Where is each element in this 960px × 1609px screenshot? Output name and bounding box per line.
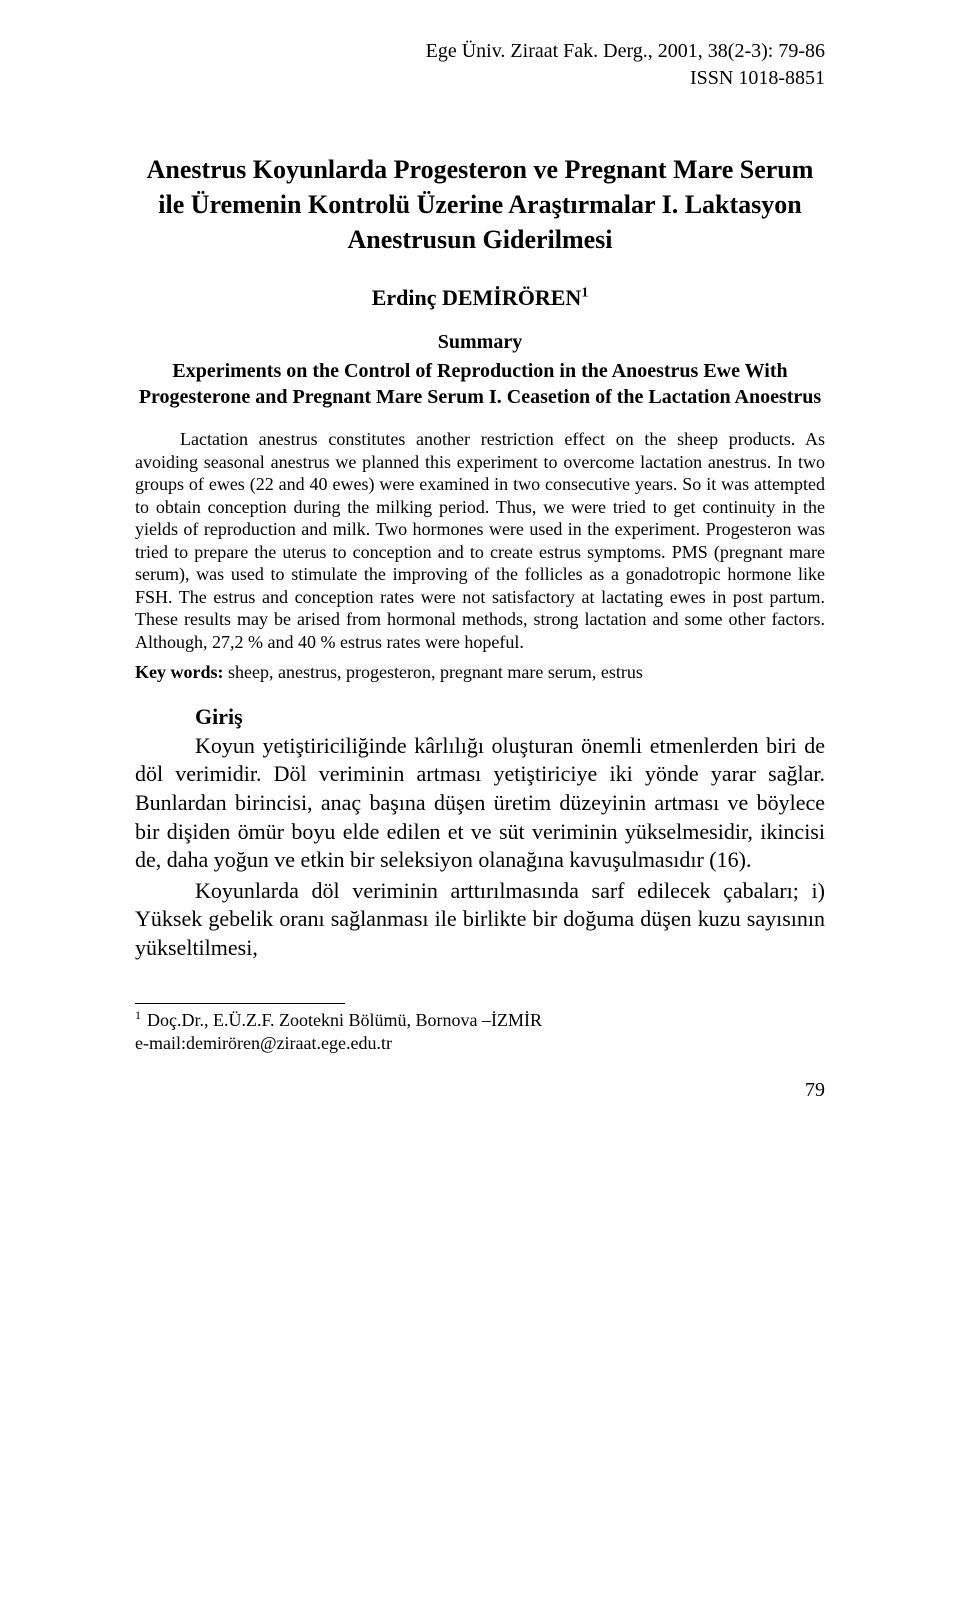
body-p2-text: Koyunlarda döl veriminin arttırılmasında… bbox=[135, 878, 825, 960]
footnote-line1: Doç.Dr., E.Ü.Z.F. Zootekni Bölümü, Borno… bbox=[147, 1010, 542, 1030]
author-name: Erdinç DEMİRÖREN bbox=[372, 285, 582, 310]
section-heading-giris: Giriş bbox=[195, 704, 825, 730]
summary-subtitle: Experiments on the Control of Reproducti… bbox=[135, 358, 825, 410]
keywords-line: Key words: sheep, anestrus, progesteron,… bbox=[135, 661, 825, 684]
journal-citation: Ege Üniv. Ziraat Fak. Derg., 2001, 38(2-… bbox=[135, 38, 825, 65]
keywords-text: sheep, anestrus, progesteron, pregnant m… bbox=[224, 662, 643, 682]
paper-title: Anestrus Koyunlarda Progesteron ve Pregn… bbox=[135, 152, 825, 257]
footnote-line2: e-mail:demirören@ziraat.ege.edu.tr bbox=[135, 1033, 392, 1053]
journal-header: Ege Üniv. Ziraat Fak. Derg., 2001, 38(2-… bbox=[135, 38, 825, 92]
issn: ISSN 1018-8851 bbox=[135, 65, 825, 92]
author-line: Erdinç DEMİRÖREN1 bbox=[135, 285, 825, 311]
summary-paragraph: Lactation anestrus constitutes another r… bbox=[135, 428, 825, 653]
author-sup: 1 bbox=[581, 286, 588, 301]
footnote-separator bbox=[135, 1003, 345, 1004]
keywords-label: Key words: bbox=[135, 662, 224, 682]
footnote-block: 1 Doç.Dr., E.Ü.Z.F. Zootekni Bölümü, Born… bbox=[135, 1008, 825, 1056]
body-paragraph-2: Koyunlarda döl veriminin arttırılmasında… bbox=[135, 877, 825, 963]
page-number: 79 bbox=[135, 1079, 825, 1102]
body-paragraph-1: Koyun yetiştiriciliğinde kârlılığı oluşt… bbox=[135, 732, 825, 875]
body-p1-text: Koyun yetiştiriciliğinde kârlılığı oluşt… bbox=[135, 733, 825, 872]
summary-heading: Summary bbox=[135, 331, 825, 354]
summary-body: Lactation anestrus constitutes another r… bbox=[135, 429, 825, 652]
footnote-sup: 1 bbox=[135, 1008, 141, 1022]
